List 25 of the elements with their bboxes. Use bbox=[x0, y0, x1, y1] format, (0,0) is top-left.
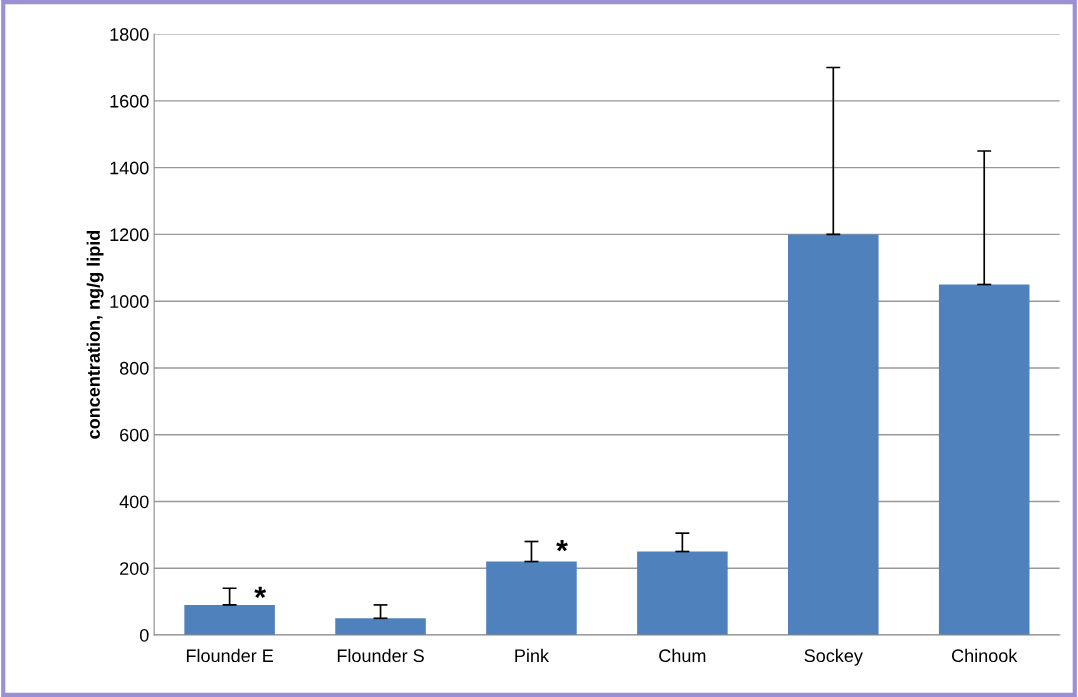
y-tick-label: 600 bbox=[120, 428, 149, 442]
y-tick-label: 1600 bbox=[110, 94, 149, 108]
annotation: * bbox=[254, 586, 267, 599]
bar bbox=[486, 561, 577, 635]
x-tick-label: Chinook bbox=[952, 648, 1018, 663]
y-tick-label: 400 bbox=[119, 495, 149, 509]
bar bbox=[788, 234, 879, 635]
bar bbox=[637, 551, 728, 635]
x-tick-label: Pink bbox=[515, 648, 550, 662]
y-axis-title: concentration, ng/g lipid bbox=[86, 230, 104, 439]
y-tick-label: 1400 bbox=[110, 161, 149, 175]
y-tick-label: 200 bbox=[120, 562, 149, 575]
y-tick-label: 1800 bbox=[110, 28, 149, 41]
y-tick-label: 800 bbox=[119, 361, 149, 375]
bar bbox=[184, 604, 275, 635]
bar bbox=[335, 618, 426, 635]
bar bbox=[938, 284, 1030, 635]
x-tick-label: Flounder S bbox=[337, 648, 424, 663]
y-tick-label: 1200 bbox=[110, 228, 149, 242]
x-tick-label: Chum bbox=[659, 648, 706, 663]
annotation: * bbox=[556, 539, 568, 552]
x-tick-label: Sockey bbox=[804, 648, 863, 666]
x-tick-label: Flounder E bbox=[186, 648, 273, 663]
y-tick-label: 1000 bbox=[110, 295, 149, 308]
y-tick-label: 0 bbox=[139, 628, 149, 642]
